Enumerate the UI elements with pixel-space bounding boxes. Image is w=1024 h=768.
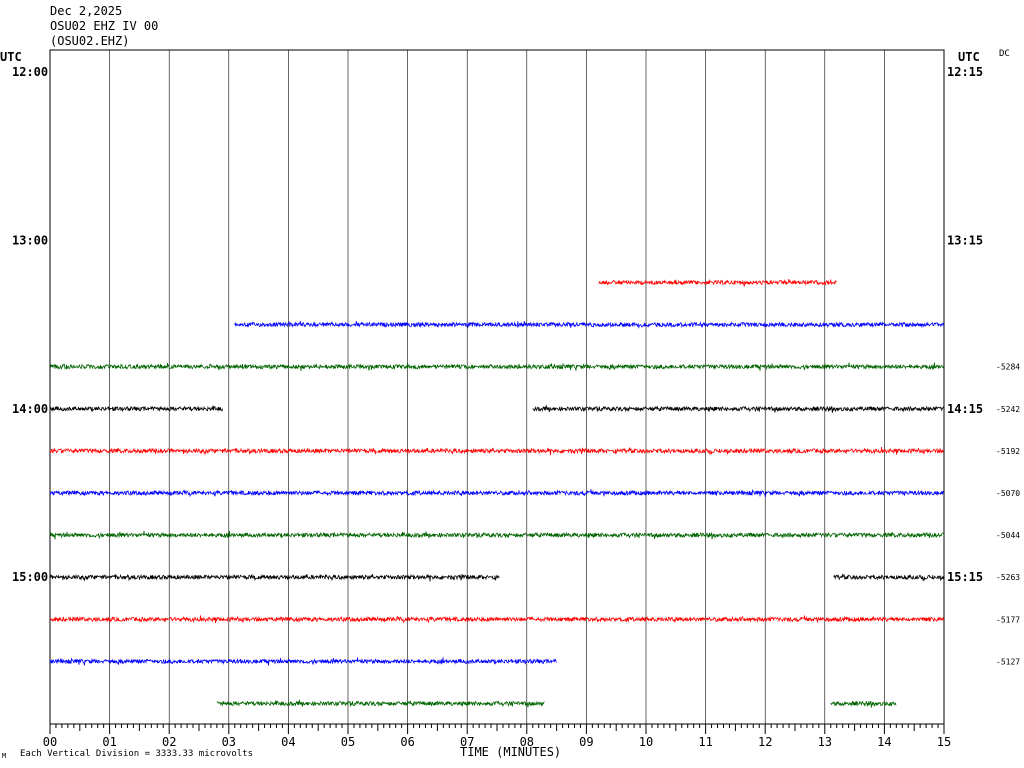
- plot-channel: (OSU02.EHZ): [50, 34, 130, 48]
- x-axis-label: TIME (MINUTES): [460, 745, 562, 759]
- right-time-label: 13:15: [947, 233, 983, 247]
- trace-segment: [49, 615, 945, 624]
- x-tick-label: 05: [341, 735, 355, 749]
- x-tick-label: 11: [698, 735, 712, 749]
- dc-offset-label: -5192: [996, 447, 1020, 456]
- dc-offset-label: -5070: [996, 489, 1020, 498]
- right-time-label: 15:15: [947, 570, 983, 584]
- x-tick-label: 09: [579, 735, 593, 749]
- dc-offset-label: -5242: [996, 405, 1020, 414]
- dc-offset-label: -5284: [996, 363, 1020, 372]
- x-tick-label: 12: [758, 735, 772, 749]
- x-tick-label: 04: [281, 735, 295, 749]
- x-tick-label: 01: [102, 735, 116, 749]
- x-tick-label: 15: [937, 735, 951, 749]
- left-time-label: 15:00: [12, 570, 48, 584]
- left-time-label: 13:00: [12, 233, 48, 247]
- dc-offset-label: -5044: [996, 531, 1020, 540]
- dc-label: DC: [999, 49, 1010, 59]
- scale-note: Each Vertical Division = 3333.33 microvo…: [20, 749, 253, 759]
- trace-segment: [49, 446, 945, 456]
- trace-segment: [216, 699, 545, 708]
- right-time-label: 12:15: [947, 65, 983, 79]
- x-tick-label: 13: [818, 735, 832, 749]
- dc-offset-label: -5263: [996, 573, 1020, 582]
- right-time-label: 14:15: [947, 402, 983, 416]
- trace-segment: [49, 530, 945, 540]
- plot-station: OSU02 EHZ IV 00: [50, 19, 159, 33]
- dc-offset-label: -5127: [996, 657, 1020, 666]
- x-tick-label: 02: [162, 735, 176, 749]
- left-time-label: 12:00: [12, 65, 48, 79]
- trace-segment: [49, 362, 945, 371]
- plot-date: Dec 2,2025: [50, 4, 123, 18]
- trace-segment: [830, 700, 897, 708]
- left-axis-label: UTC: [0, 50, 22, 64]
- left-time-label: 14:00: [12, 402, 48, 416]
- x-tick-label: 08: [520, 735, 534, 749]
- corner-mark: M: [2, 752, 7, 760]
- trace-segment: [49, 657, 557, 666]
- x-tick-label: 14: [877, 735, 891, 749]
- trace-segment: [49, 573, 500, 582]
- x-tick-label: 00: [43, 735, 57, 749]
- trace-segment: [598, 278, 837, 287]
- trace-segment: [234, 320, 945, 329]
- trace-segment: [49, 488, 945, 498]
- dc-offset-label: -5177: [996, 615, 1020, 624]
- x-tick-label: 10: [639, 735, 653, 749]
- trace-segment: [49, 405, 223, 413]
- right-axis-label: UTC: [958, 50, 980, 64]
- x-tick-label: 03: [222, 735, 236, 749]
- plot-frame: [49, 49, 945, 725]
- x-tick-label: 07: [460, 735, 474, 749]
- trace-segment: [532, 404, 945, 413]
- trace-segment: [833, 573, 945, 582]
- x-tick-label: 06: [400, 735, 414, 749]
